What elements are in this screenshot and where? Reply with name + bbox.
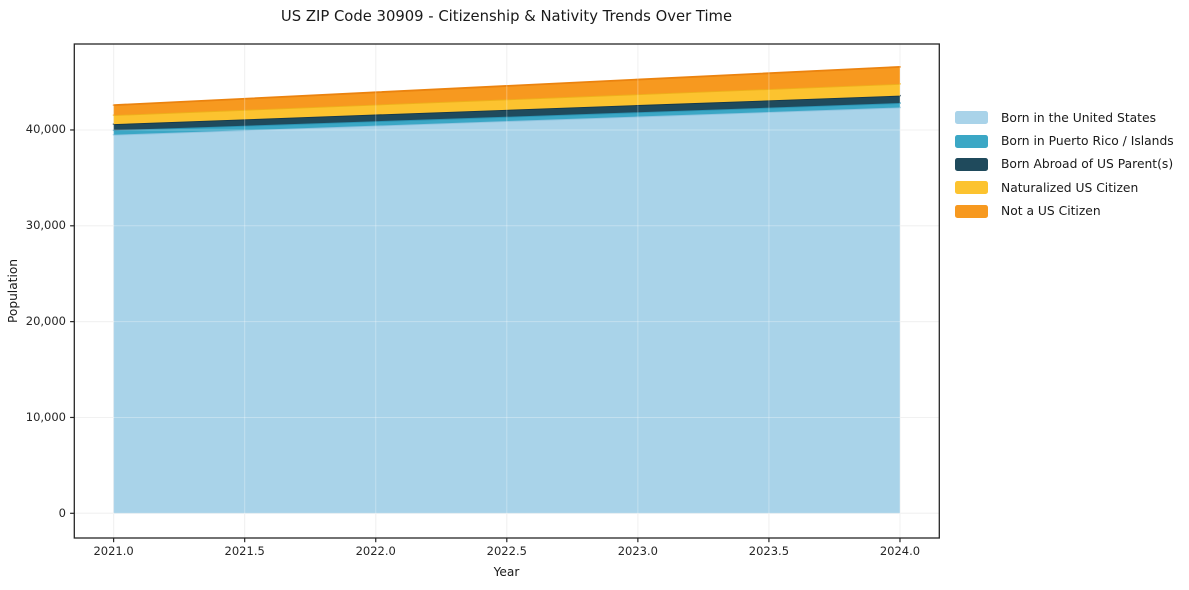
y-tick-label: 30,000	[25, 218, 66, 233]
legend-item: Naturalized US Citizen	[955, 176, 1174, 199]
x-tick-label: 2022.0	[355, 544, 396, 558]
area-series	[113, 66, 900, 116]
area-series	[113, 83, 900, 125]
legend-swatch	[955, 181, 988, 195]
x-tick-label: 2024.0	[879, 544, 921, 558]
legend-swatch	[955, 204, 988, 218]
x-tick-label: 2022.5	[486, 544, 527, 558]
legend-swatch	[955, 134, 988, 148]
legend-item: Not a US Citizen	[955, 200, 1174, 223]
y-tick-label: 40,000	[25, 122, 66, 137]
x-tick-label: 2023.5	[748, 544, 790, 558]
area-series	[113, 103, 900, 135]
legend-label: Born Abroad of US Parent(s)	[1001, 157, 1174, 172]
legend: Born in the United States Born in Puerto …	[955, 106, 1174, 223]
area-series-edge	[112, 66, 901, 107]
area-series	[113, 107, 900, 514]
x-tick-label: 2023.0	[617, 544, 658, 558]
legend-label: Naturalized US Citizen	[1001, 180, 1139, 195]
legend-swatch	[955, 157, 988, 171]
legend-item: Born in the United States	[955, 106, 1174, 129]
x-axis-title: Year	[493, 565, 520, 579]
y-tick-label: 10,000	[25, 409, 66, 424]
legend-swatch	[955, 111, 988, 125]
legend-item: Born Abroad of US Parent(s)	[955, 153, 1174, 176]
y-tick-label: 20,000	[25, 314, 66, 329]
area-series	[113, 95, 900, 131]
legend-label: Not a US Citizen	[1001, 204, 1101, 219]
legend-label: Born in Puerto Rico / Islands	[1001, 134, 1174, 149]
chart-title: US ZIP Code 30909 - Citizenship & Nativi…	[280, 8, 733, 25]
x-tick-label: 2021.5	[224, 544, 265, 558]
legend-label: Born in the United States	[1001, 110, 1156, 125]
x-tick-label: 2021.0	[93, 544, 134, 558]
y-axis-title: Population	[6, 258, 20, 324]
legend-item: Born in Puerto Rico / Islands	[955, 129, 1174, 152]
y-tick-label: 0	[58, 505, 66, 520]
